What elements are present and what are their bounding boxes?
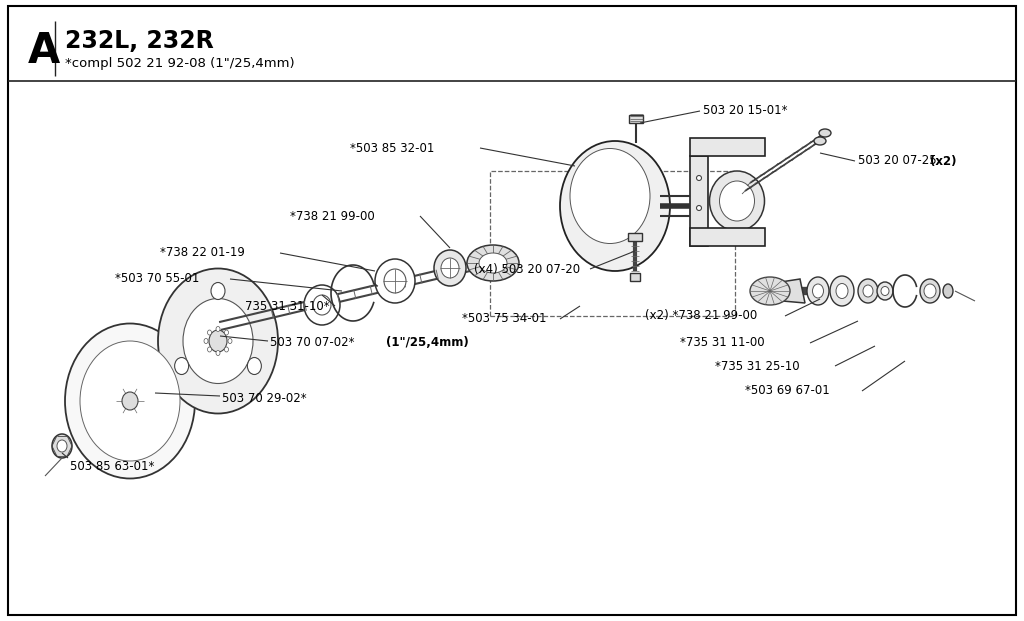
- Ellipse shape: [750, 277, 790, 305]
- Ellipse shape: [441, 258, 459, 278]
- Text: 503 20 07-25: 503 20 07-25: [858, 155, 940, 168]
- Ellipse shape: [211, 283, 225, 299]
- Ellipse shape: [208, 330, 212, 335]
- Ellipse shape: [696, 176, 701, 181]
- Ellipse shape: [943, 284, 953, 298]
- Text: 503 85 63-01*: 503 85 63-01*: [70, 460, 155, 473]
- Text: 503 70 07-02*: 503 70 07-02*: [270, 337, 358, 350]
- Text: (x4) 503 20 07-20: (x4) 503 20 07-20: [474, 263, 581, 276]
- Bar: [629, 115, 643, 123]
- Bar: [490, 171, 735, 316]
- Text: (x2) *738 21 99-00: (x2) *738 21 99-00: [645, 309, 758, 322]
- Text: (1"/25,4mm): (1"/25,4mm): [386, 337, 469, 350]
- Ellipse shape: [467, 245, 519, 281]
- Ellipse shape: [814, 137, 826, 145]
- Text: 735 31 31-10*: 735 31 31-10*: [245, 299, 330, 312]
- Ellipse shape: [248, 358, 261, 374]
- Text: 232L, 232R: 232L, 232R: [65, 29, 214, 53]
- Ellipse shape: [560, 141, 670, 271]
- Ellipse shape: [158, 268, 278, 414]
- Ellipse shape: [216, 350, 220, 355]
- Text: A: A: [28, 30, 60, 72]
- Ellipse shape: [877, 282, 893, 300]
- Ellipse shape: [836, 284, 848, 299]
- Ellipse shape: [183, 299, 253, 384]
- Ellipse shape: [224, 347, 228, 352]
- Text: *735 31 25-10: *735 31 25-10: [715, 360, 800, 373]
- Ellipse shape: [65, 324, 195, 479]
- Text: *503 85 32-01: *503 85 32-01: [350, 142, 434, 155]
- Text: *738 22 01-19: *738 22 01-19: [160, 247, 245, 260]
- Text: *503 69 67-01: *503 69 67-01: [745, 384, 829, 397]
- Ellipse shape: [224, 330, 228, 335]
- Text: *503 70 55-01: *503 70 55-01: [115, 273, 200, 286]
- Bar: [690, 156, 708, 246]
- Ellipse shape: [216, 327, 220, 332]
- Ellipse shape: [52, 434, 72, 458]
- Ellipse shape: [80, 341, 180, 461]
- Ellipse shape: [570, 148, 650, 243]
- Bar: [630, 273, 640, 281]
- Text: *738 21 99-00: *738 21 99-00: [290, 209, 375, 222]
- Text: 503 20 15-01*: 503 20 15-01*: [703, 104, 787, 117]
- Ellipse shape: [720, 181, 755, 221]
- Ellipse shape: [304, 285, 340, 325]
- Bar: [628, 233, 642, 241]
- Ellipse shape: [204, 338, 208, 343]
- Ellipse shape: [434, 250, 466, 286]
- Ellipse shape: [479, 253, 507, 273]
- Ellipse shape: [208, 347, 212, 352]
- Ellipse shape: [122, 392, 138, 410]
- Ellipse shape: [863, 285, 873, 297]
- Polygon shape: [755, 279, 805, 303]
- Ellipse shape: [375, 259, 415, 303]
- Ellipse shape: [924, 284, 936, 298]
- Ellipse shape: [57, 440, 67, 452]
- Ellipse shape: [384, 269, 406, 293]
- Ellipse shape: [175, 358, 188, 374]
- Ellipse shape: [812, 284, 823, 298]
- Ellipse shape: [807, 277, 829, 305]
- Ellipse shape: [209, 330, 227, 352]
- Ellipse shape: [881, 286, 889, 296]
- Ellipse shape: [313, 295, 331, 315]
- Ellipse shape: [830, 276, 854, 306]
- Ellipse shape: [819, 129, 831, 137]
- Bar: [690, 138, 765, 156]
- Ellipse shape: [858, 279, 878, 303]
- Text: *735 31 11-00: *735 31 11-00: [680, 337, 765, 350]
- Ellipse shape: [228, 338, 232, 343]
- Ellipse shape: [696, 206, 701, 211]
- Text: (x2): (x2): [930, 155, 956, 168]
- Bar: [690, 228, 765, 246]
- Ellipse shape: [920, 279, 940, 303]
- Text: *503 75 34-01: *503 75 34-01: [462, 312, 547, 325]
- Ellipse shape: [710, 171, 765, 231]
- Text: 503 70 29-02*: 503 70 29-02*: [222, 391, 306, 404]
- Text: *compl 502 21 92-08 (1"/25,4mm): *compl 502 21 92-08 (1"/25,4mm): [65, 57, 295, 70]
